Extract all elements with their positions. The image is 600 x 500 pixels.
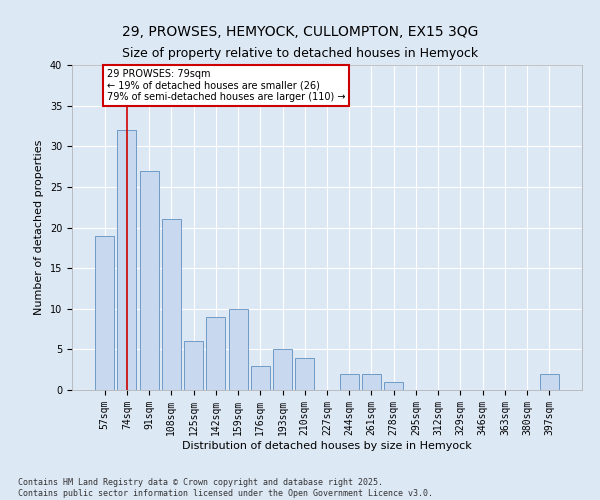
Bar xyxy=(295,358,314,390)
Bar xyxy=(140,170,158,390)
X-axis label: Distribution of detached houses by size in Hemyock: Distribution of detached houses by size … xyxy=(182,440,472,450)
Y-axis label: Number of detached properties: Number of detached properties xyxy=(34,140,44,315)
Text: 29, PROWSES, HEMYOCK, CULLOMPTON, EX15 3QG: 29, PROWSES, HEMYOCK, CULLOMPTON, EX15 3… xyxy=(122,25,478,39)
Bar xyxy=(540,374,559,390)
Bar xyxy=(118,130,136,390)
Bar xyxy=(340,374,359,390)
Bar xyxy=(206,317,225,390)
Bar xyxy=(184,341,203,390)
Bar xyxy=(251,366,270,390)
Bar xyxy=(95,236,114,390)
Bar xyxy=(162,220,181,390)
Bar xyxy=(229,308,248,390)
Bar xyxy=(273,350,292,390)
Bar xyxy=(384,382,403,390)
Bar xyxy=(362,374,381,390)
Text: Size of property relative to detached houses in Hemyock: Size of property relative to detached ho… xyxy=(122,48,478,60)
Text: 29 PROWSES: 79sqm
← 19% of detached houses are smaller (26)
79% of semi-detached: 29 PROWSES: 79sqm ← 19% of detached hous… xyxy=(107,69,346,102)
Text: Contains HM Land Registry data © Crown copyright and database right 2025.
Contai: Contains HM Land Registry data © Crown c… xyxy=(18,478,433,498)
